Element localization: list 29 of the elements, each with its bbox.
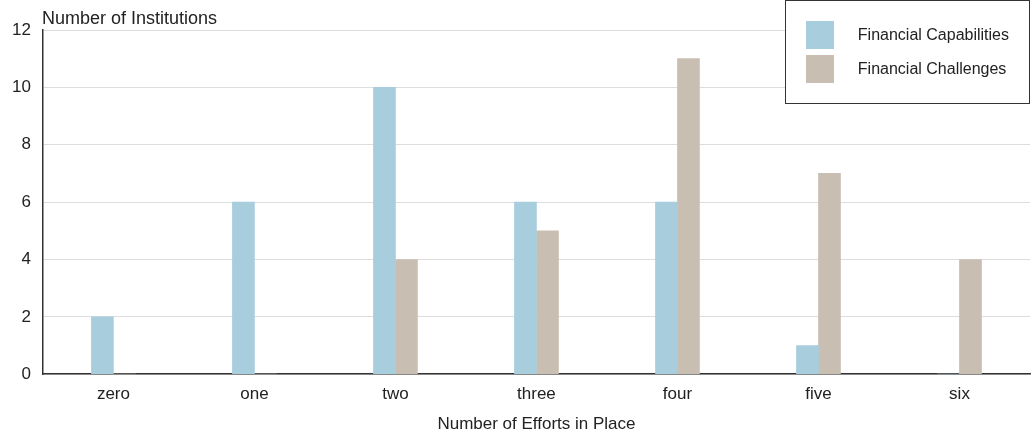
bar: [677, 58, 700, 375]
x-tick-label: two: [382, 384, 409, 404]
bar: [796, 345, 819, 375]
bar: [959, 259, 982, 375]
x-tick-label: one: [240, 384, 269, 404]
x-tick-label: three: [517, 384, 556, 404]
bar: [514, 201, 537, 375]
bar: [655, 201, 678, 375]
y-tick-label: 4: [21, 249, 31, 269]
legend-label: Financial Challenges: [857, 60, 1007, 78]
bar: [395, 259, 418, 375]
y-axis-title: Number of Institutions: [42, 8, 218, 29]
y-tick-label: 2: [21, 306, 31, 326]
x-tick-label: four: [662, 384, 693, 404]
x-tick-label: zero: [96, 384, 130, 404]
y-tick-label: 6: [21, 191, 31, 211]
y-tick-label: 8: [21, 134, 31, 154]
x-axis-title: Number of Efforts in Place: [437, 414, 636, 434]
x-tick-label: five: [805, 384, 832, 404]
legend-label: Financial Capabilities: [857, 26, 1009, 44]
bar: [373, 87, 396, 375]
bar: [232, 201, 255, 375]
bar: [536, 230, 559, 375]
bar: [818, 173, 841, 375]
bar: [91, 316, 114, 375]
y-tick-label: 12: [11, 19, 31, 39]
y-tick-label: 10: [11, 77, 31, 97]
y-tick-label: 0: [21, 363, 31, 383]
x-tick-label: six: [949, 384, 971, 404]
